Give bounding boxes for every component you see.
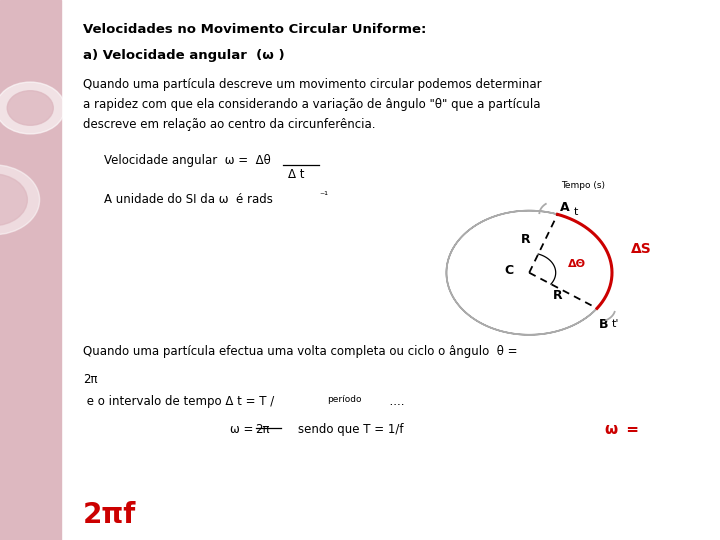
Text: e o intervalo de tempo Δ t = T /: e o intervalo de tempo Δ t = T / [83,395,274,408]
Text: ΔΘ: ΔΘ [568,259,586,269]
Text: ω =: ω = [230,423,258,436]
Text: =: = [621,422,639,437]
Text: período: período [328,395,362,404]
Text: 2π: 2π [256,423,270,436]
Text: t: t [573,207,577,217]
Bar [0,0,61,540]
Text: Velocidade angular  ω =  Δθ: Velocidade angular ω = Δθ [104,154,271,167]
Text: ....: .... [382,395,404,408]
Text: sendo que T = 1/f: sendo que T = 1/f [283,423,403,436]
Text: Tempo (s): Tempo (s) [561,181,605,190]
Text: B: B [599,318,608,331]
Text: Velocidades no Movimento Circular Uniforme:: Velocidades no Movimento Circular Unifor… [83,23,426,36]
Text: Quando uma partícula efectua uma volta completa ou ciclo o ângulo  θ =: Quando uma partícula efectua uma volta c… [83,345,517,357]
Text: R: R [521,233,530,246]
Text: t': t' [611,319,619,329]
Text: ⁻¹: ⁻¹ [319,191,328,201]
Circle shape [0,82,65,134]
Text: a rapidez com que ela considerando a variação de ângulo "θ" que a partícula: a rapidez com que ela considerando a var… [83,98,540,111]
Text: A unidade do SI da ω  é rads: A unidade do SI da ω é rads [104,193,274,206]
Text: descreve em relação ao centro da circunferência.: descreve em relação ao centro da circunf… [83,118,375,131]
Text: ΔS: ΔS [631,242,652,255]
Text: C: C [504,264,513,277]
Text: Quando uma partícula descreve um movimento circular podemos determinar: Quando uma partícula descreve um movimen… [83,78,541,91]
Text: 2π: 2π [83,373,97,386]
Circle shape [0,165,40,235]
Circle shape [7,91,53,125]
Text: Δ t: Δ t [288,168,305,181]
Text: R: R [552,289,562,302]
Circle shape [0,174,27,226]
Text: a) Velocidade angular  (ω ): a) Velocidade angular (ω ) [83,49,284,62]
Text: 2πf: 2πf [83,501,136,529]
Text: A: A [559,201,570,214]
Text: ω: ω [605,422,618,437]
